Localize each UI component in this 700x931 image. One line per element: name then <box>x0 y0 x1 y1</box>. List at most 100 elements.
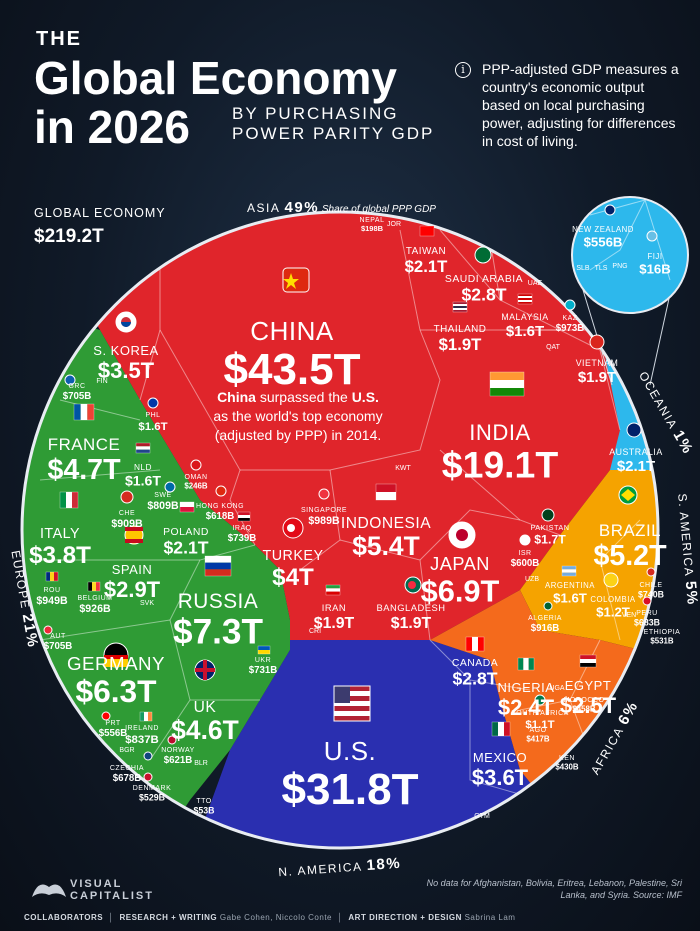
country-name: UK <box>194 699 217 716</box>
iran-flag-icon <box>325 584 341 596</box>
country-hong-kong: HONG KONG$618B <box>196 503 244 522</box>
country-name: POLAND <box>163 527 209 538</box>
country-aut: AUT$705B <box>44 633 73 652</box>
country-uk: UK$4.6T <box>171 699 238 745</box>
country-value: $909B <box>111 518 143 530</box>
country-name: CHINA <box>250 316 334 346</box>
region-asia <box>22 212 658 640</box>
cell-border <box>39 469 161 481</box>
country-tag-bgr: BGR <box>119 747 134 754</box>
region-label-s-america: S. AMERICA 5% <box>674 493 700 607</box>
germany-flag-icon <box>103 642 129 668</box>
vietnam-flag-icon <box>589 334 605 350</box>
country-value: $809B <box>147 500 179 512</box>
subtitle: BY PURCHASING POWER PARITY GDP <box>232 104 452 144</box>
czechia-flag-icon <box>143 751 153 761</box>
country-name: AUT <box>50 633 66 640</box>
inset-pointer <box>649 284 673 386</box>
country-s-korea: S. KOREA$3.5T <box>93 343 158 383</box>
country-nigeria: NIGERIA$2.4T <box>498 680 555 720</box>
cell-border <box>339 539 431 641</box>
country-vietnam: VIETNAM$1.9T <box>576 358 619 386</box>
country-denmark: DENMARK$529B <box>133 785 172 802</box>
country-value: $53B <box>193 805 214 815</box>
china-annotation: China surpassed the U.S. as the world's t… <box>213 389 382 443</box>
country-tag-ven: VEN <box>622 612 636 619</box>
cell-border <box>299 469 341 571</box>
country-value: $705B <box>63 391 92 402</box>
country-pakistan: PAKISTAN$1.7T <box>530 523 569 547</box>
saudi-arabia-flag-icon <box>474 246 492 264</box>
country-swe: SWE$809B <box>147 492 179 512</box>
spain-flag-icon <box>124 525 144 545</box>
country-isr: ISR$600B <box>511 550 540 569</box>
country-indonesia: INDONESIA$5.4T <box>341 515 431 561</box>
pre-title: THE <box>36 28 82 50</box>
usa-flag-icon <box>333 685 371 722</box>
country-name: U.S. <box>324 736 377 766</box>
country-tag-uga: UGA <box>549 685 565 692</box>
country-tag-uae: UAE <box>528 280 543 287</box>
china-flag-icon <box>282 267 310 293</box>
country-name: GRC <box>68 383 85 390</box>
country-colombia: COLOMBIA$1.2T <box>590 595 635 620</box>
cell-border <box>240 229 441 471</box>
country-value: $529B <box>139 792 165 802</box>
country-value: $556B <box>584 235 623 250</box>
country-value: $7.3T <box>173 612 263 651</box>
netherlands-flag-icon <box>135 442 151 454</box>
cell-borders <box>39 212 641 801</box>
country-value: $556B <box>99 728 128 739</box>
ukraine-flag-icon <box>257 645 271 655</box>
country-name: AUSTRALIA <box>609 447 662 457</box>
country-name: NLD <box>134 462 152 472</box>
singapore-flag-icon <box>318 488 330 500</box>
portugal-flag-icon <box>101 711 111 721</box>
cell-border <box>420 329 621 431</box>
turkey-flag-icon <box>282 517 304 539</box>
country-value: $198B <box>361 224 384 233</box>
country-spain: SPAIN$2.9T <box>104 562 161 602</box>
brand-line-2: CAPITALIST <box>70 890 154 902</box>
country-name: NEPAL <box>360 217 385 224</box>
credits-research-names: Gabe Cohen, Niccolo Conte <box>219 913 333 922</box>
country-name: TURKEY <box>263 548 324 564</box>
country-name: ALGERIA <box>528 615 562 622</box>
country-value: $2.1T <box>164 538 209 558</box>
pakistan-flag-icon <box>541 508 555 522</box>
country-rou: ROU$949B <box>36 587 68 607</box>
country-che: CHE$909B <box>111 510 143 530</box>
subtitle-line-1: BY PURCHASING <box>232 104 399 123</box>
canada-flag-icon <box>465 636 485 652</box>
country-value: $926B <box>79 603 111 615</box>
main-title: Global Economy in 2026 <box>34 54 434 152</box>
peru-flag-icon <box>642 596 652 606</box>
oman-flag-icon <box>190 459 202 471</box>
country-tag-fin: FIN <box>96 378 107 385</box>
country-tag-kwt: KWT <box>395 465 411 472</box>
country-ireland: IRELAND $837B <box>125 725 159 746</box>
country-value: $458B <box>572 705 596 714</box>
fiji-flag-icon <box>646 230 658 242</box>
country-value: $1.2T <box>596 605 630 620</box>
country-czechia: CZECHIA$678B <box>110 765 144 784</box>
cell-border <box>169 544 256 621</box>
country-saudi-arabia: SAUDI ARABIA$2.8T <box>445 274 523 305</box>
country-tag-svk: SVK <box>140 600 154 607</box>
visual-capitalist-logo-icon <box>30 877 68 901</box>
country-name: VIETNAM <box>576 358 619 368</box>
cell-border <box>419 509 521 561</box>
country-value: $6.9T <box>421 573 500 608</box>
country-value: $6.3T <box>75 673 157 709</box>
country-germany: GERMANY$6.3T <box>67 653 165 709</box>
country-value: $16B <box>639 262 671 277</box>
norway-flag-icon <box>167 735 177 745</box>
country-value: $5.4T <box>352 531 419 561</box>
region-label-asia: ASIA 49% Share of global PPP GDP <box>247 199 436 216</box>
country-name: GERMANY <box>67 653 165 674</box>
country-value: $1.9T <box>439 335 482 354</box>
annotation-line: (adjusted by PPP) in 2014. <box>215 427 382 443</box>
country-labels: CHINA$43.5TU.S.$31.8TINDIA$19.1TRUSSIA$7… <box>29 217 680 820</box>
country-name: DENMARK <box>133 785 172 792</box>
